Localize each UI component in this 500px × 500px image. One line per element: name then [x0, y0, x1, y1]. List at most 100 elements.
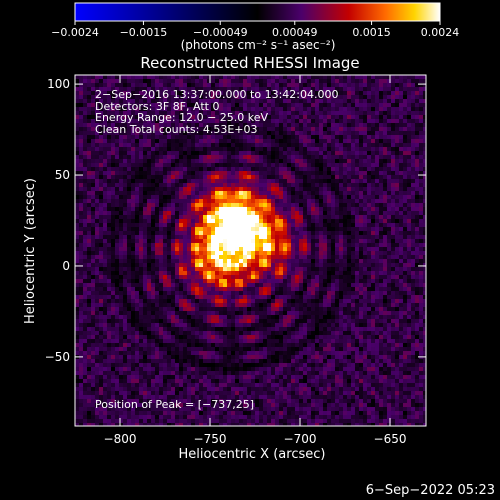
- heatmap-cell: [415, 263, 420, 268]
- heatmap-cell: [87, 207, 92, 212]
- heatmap-cell: [267, 95, 272, 100]
- heatmap-cell: [363, 295, 368, 300]
- heatmap-cell: [171, 175, 176, 180]
- heatmap-cell: [327, 115, 332, 120]
- heatmap-cell: [139, 239, 144, 244]
- heatmap-cell: [75, 79, 80, 84]
- heatmap-cell: [307, 143, 312, 148]
- heatmap-cell: [171, 227, 176, 232]
- heatmap-cell: [311, 243, 316, 248]
- heatmap-cell: [271, 255, 276, 260]
- heatmap-cell: [215, 247, 220, 252]
- heatmap-cell: [151, 239, 156, 244]
- heatmap-cell: [403, 275, 408, 280]
- heatmap-cell: [199, 199, 204, 204]
- heatmap-cell: [335, 247, 340, 252]
- heatmap-cell: [419, 231, 424, 236]
- heatmap-cell: [247, 139, 252, 144]
- heatmap-cell: [367, 271, 372, 276]
- heatmap-cell: [151, 231, 156, 236]
- heatmap-cell: [311, 187, 316, 192]
- heatmap-cell: [239, 91, 244, 96]
- heatmap-cell: [363, 187, 368, 192]
- heatmap-cell: [327, 171, 332, 176]
- heatmap-cell: [279, 131, 284, 136]
- heatmap-cell: [399, 279, 404, 284]
- heatmap-cell: [355, 251, 360, 256]
- heatmap-cell: [91, 163, 96, 168]
- heatmap-cell: [95, 199, 100, 204]
- heatmap-cell: [247, 255, 252, 260]
- heatmap-cell: [403, 219, 408, 224]
- heatmap-cell: [379, 295, 384, 300]
- heatmap-cell: [203, 275, 208, 280]
- heatmap-cell: [175, 211, 180, 216]
- heatmap-cell: [99, 227, 104, 232]
- heatmap-cell: [303, 187, 308, 192]
- heatmap-cell: [423, 143, 426, 148]
- heatmap-cell: [311, 263, 316, 268]
- heatmap-cell: [415, 75, 420, 80]
- heatmap-cell: [251, 95, 256, 100]
- heatmap-cell: [411, 95, 416, 100]
- heatmap-cell: [227, 95, 232, 100]
- heatmap-cell: [367, 259, 372, 264]
- heatmap-cell: [251, 279, 256, 284]
- heatmap-cell: [179, 147, 184, 152]
- heatmap-cell: [187, 235, 192, 240]
- heatmap-cell: [115, 115, 120, 120]
- heatmap-cell: [111, 271, 116, 276]
- heatmap-cell: [395, 79, 400, 84]
- heatmap-cell: [315, 79, 320, 84]
- heatmap-cell: [163, 271, 168, 276]
- heatmap-cell: [311, 139, 316, 144]
- heatmap-cell: [295, 111, 300, 116]
- heatmap-cell: [339, 263, 344, 268]
- heatmap-cell: [139, 171, 144, 176]
- heatmap-cell: [195, 215, 200, 220]
- heatmap-cell: [231, 79, 236, 84]
- heatmap-cell: [83, 191, 88, 196]
- heatmap-cell: [367, 123, 372, 128]
- heatmap-cell: [123, 167, 128, 172]
- heatmap-cell: [371, 287, 376, 292]
- heatmap-cell: [99, 79, 104, 84]
- heatmap-cell: [299, 207, 304, 212]
- heatmap-cell: [187, 163, 192, 168]
- heatmap-cell: [167, 279, 172, 284]
- heatmap-cell: [387, 163, 392, 168]
- heatmap-cell: [407, 75, 412, 80]
- heatmap-cell: [107, 227, 112, 232]
- heatmap-cell: [111, 279, 116, 284]
- heatmap-cell: [87, 159, 92, 164]
- heatmap-cell: [215, 99, 220, 104]
- heatmap-cell: [287, 235, 292, 240]
- heatmap-cell: [107, 291, 112, 296]
- heatmap-cell: [171, 299, 176, 304]
- heatmap-cell: [211, 123, 216, 128]
- heatmap-cell: [335, 279, 340, 284]
- heatmap-cell: [411, 151, 416, 156]
- heatmap-cell: [299, 171, 304, 176]
- heatmap-cell: [79, 187, 84, 192]
- heatmap-cell: [307, 175, 312, 180]
- heatmap-cell: [139, 235, 144, 240]
- heatmap-cell: [83, 143, 88, 148]
- heatmap-cell: [159, 179, 164, 184]
- heatmap-cell: [83, 147, 88, 152]
- heatmap-cell: [367, 279, 372, 284]
- heatmap-cell: [187, 135, 192, 140]
- heatmap-cell: [351, 147, 356, 152]
- heatmap-cell: [419, 267, 424, 272]
- heatmap-cell: [99, 163, 104, 168]
- heatmap-cell: [207, 251, 212, 256]
- heatmap-cell: [203, 99, 208, 104]
- heatmap-cell: [351, 171, 356, 176]
- heatmap-cell: [299, 95, 304, 100]
- heatmap-cell: [187, 295, 192, 300]
- heatmap-cell: [251, 299, 256, 304]
- heatmap-cell: [367, 235, 372, 240]
- heatmap-cell: [243, 135, 248, 140]
- heatmap-cell: [371, 79, 376, 84]
- heatmap-cell: [83, 271, 88, 276]
